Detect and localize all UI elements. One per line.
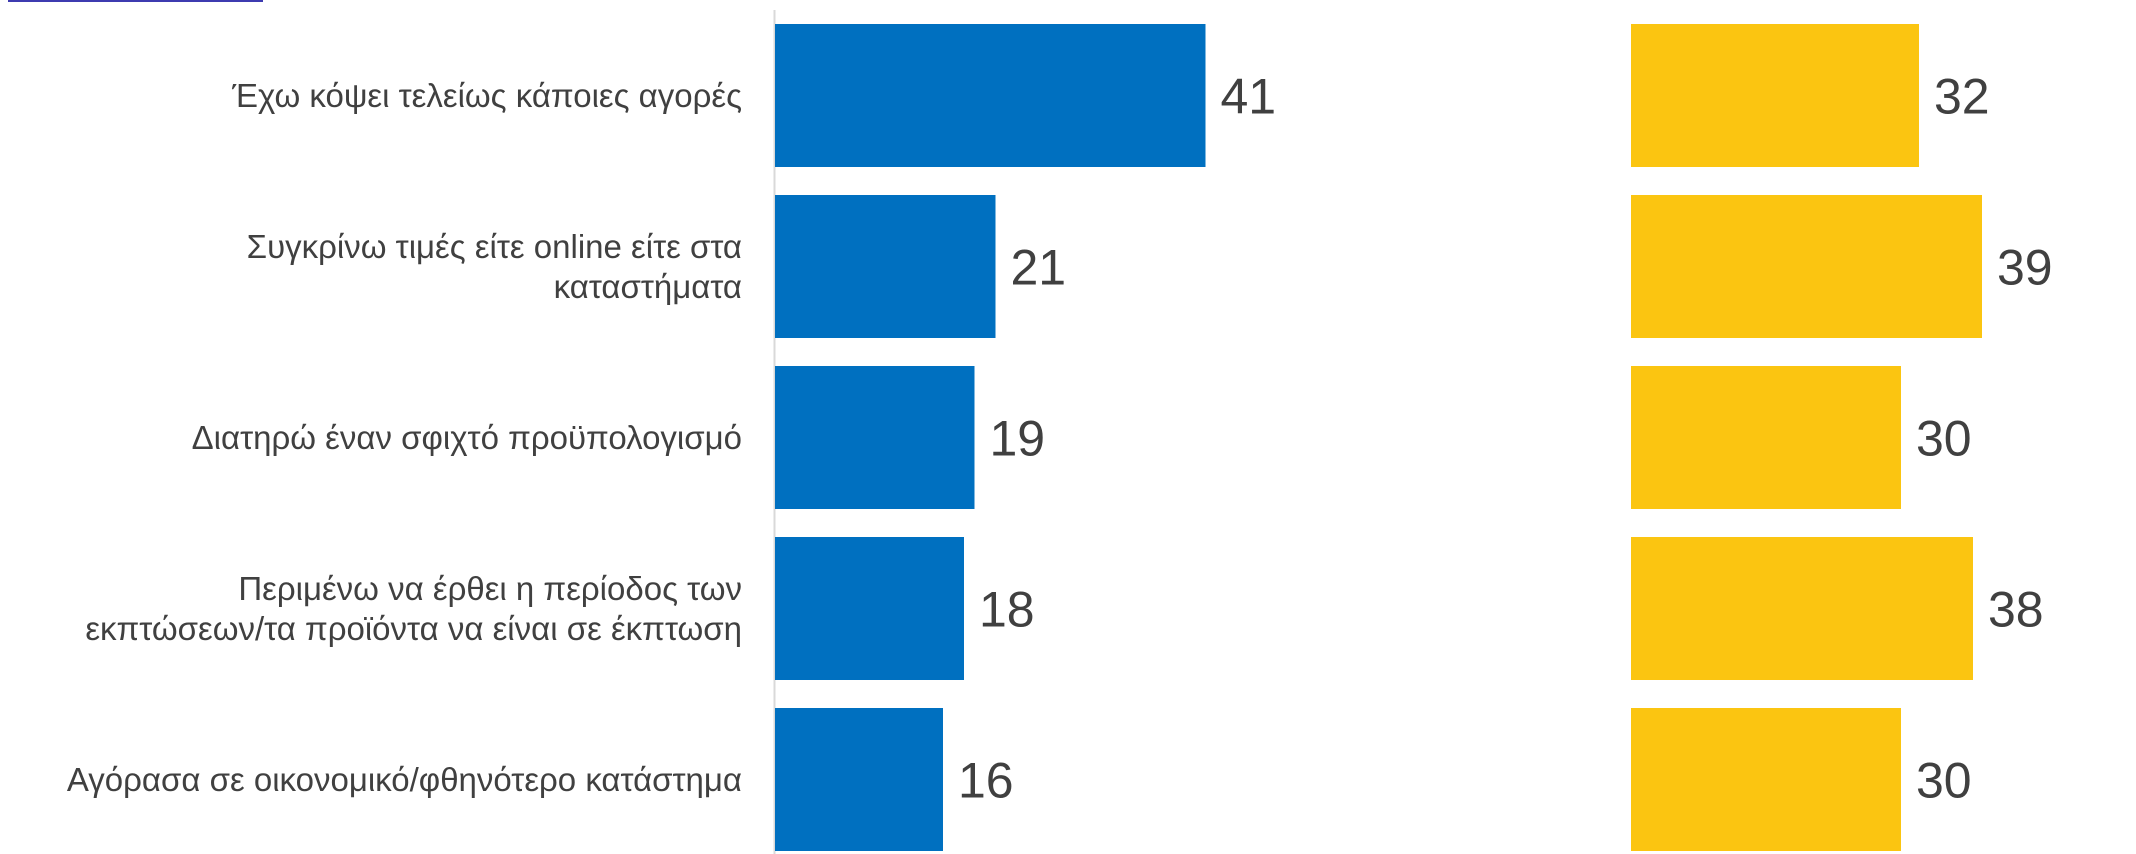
data-label: 16: [958, 753, 1014, 809]
data-label: 32: [1934, 69, 1990, 125]
data-label: 30: [1916, 753, 1972, 809]
data-label: 41: [1221, 69, 1277, 125]
category-label-line: Διατηρώ έναν σφιχτό προϋπολογισμό: [192, 419, 742, 456]
series-1-bars: 41 21 19 18 16: [775, 24, 1276, 851]
category-label-line: εκπτώσεων/τα προϊόντα να είναι σε έκπτωσ…: [85, 610, 742, 647]
bar: [1631, 24, 1919, 167]
category-label-line: Αγόρασα σε οικονομικό/φθηνότερο κατάστημ…: [67, 761, 742, 798]
category-labels: Έχω κόψει τελείως κάποιες αγορές Συγκρίνω…: [67, 77, 742, 798]
bar: [775, 537, 964, 680]
bar: [775, 195, 996, 338]
data-label: 39: [1997, 240, 2053, 296]
category-label: Διατηρώ έναν σφιχτό προϋπολογισμό: [192, 419, 742, 456]
bar: [1631, 366, 1901, 509]
category-label: Αγόρασα σε οικονομικό/φθηνότερο κατάστημ…: [67, 761, 742, 798]
bar: [775, 708, 943, 851]
category-label-line: Συγκρίνω τιμές είτε online είτε στα: [247, 228, 742, 265]
data-label: 18: [979, 582, 1035, 638]
bar: [775, 366, 975, 509]
bar: [775, 24, 1206, 167]
bar: [1631, 195, 1982, 338]
bar: [1631, 537, 1973, 680]
data-label: 30: [1916, 411, 1972, 467]
series-2-bars: 32 39 30 38 30: [1631, 24, 2053, 851]
category-label: Περιμένω να έρθει η περίοδος των εκπτώσεω…: [85, 570, 742, 647]
category-label: Έχω κόψει τελείως κάποιες αγορές: [231, 77, 742, 114]
category-label-line: Περιμένω να έρθει η περίοδος των: [238, 570, 742, 607]
data-label: 19: [990, 411, 1046, 467]
data-label: 21: [1011, 240, 1067, 296]
category-label-line: Έχω κόψει τελείως κάποιες αγορές: [231, 77, 742, 114]
category-label-line: καταστήματα: [554, 268, 742, 305]
category-label: Συγκρίνω τιμές είτε online είτε στα κατασ…: [247, 228, 742, 305]
bar: [1631, 708, 1901, 851]
top-accent-line: [8, 0, 263, 2]
data-label: 38: [1988, 582, 2044, 638]
